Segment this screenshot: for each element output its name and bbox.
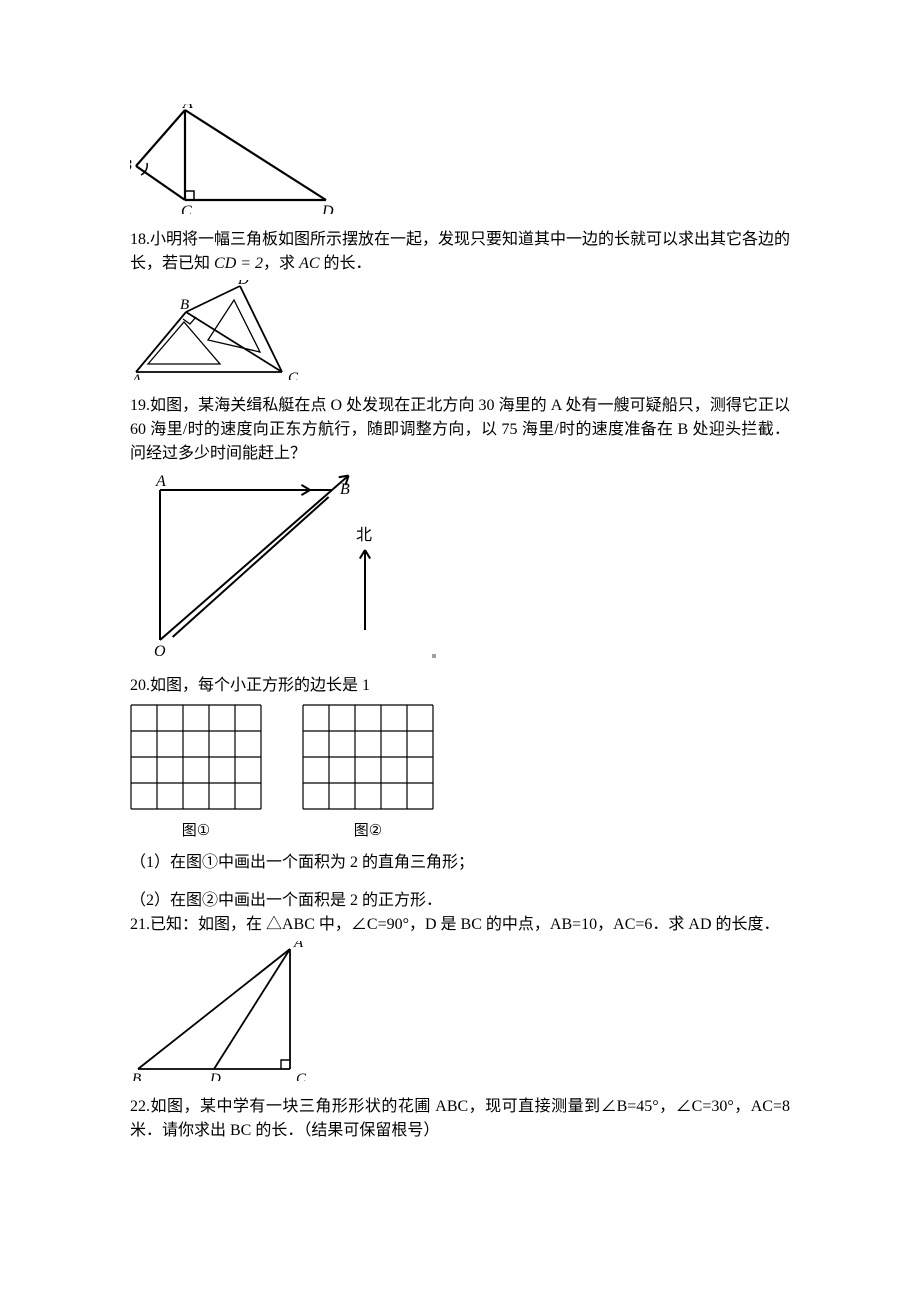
q21-text: 21.已知：如图，在 △ABC 中，∠C=90°，D 是 BC 的中点，AB=1… xyxy=(130,913,790,937)
svg-text:D: D xyxy=(237,280,249,288)
q18-cd: CD = 2 xyxy=(214,255,263,272)
svg-text:O: O xyxy=(154,643,166,660)
svg-text:B: B xyxy=(132,1071,141,1081)
q20-grid2-label: 图② xyxy=(302,820,434,843)
q20-grid-2: 图② xyxy=(302,704,434,843)
svg-text:北: 北 xyxy=(356,526,372,544)
svg-text:B: B xyxy=(130,157,132,174)
circled-2: ② xyxy=(369,820,382,843)
q20-part2: （2）在图②中画出一个面积是 2 的正方形． xyxy=(130,889,790,913)
q18-text-b: ，求 xyxy=(263,255,299,272)
svg-text:A: A xyxy=(131,372,142,380)
q19-figure: 北 O A B xyxy=(130,470,790,668)
q18-ac: AC xyxy=(299,255,319,272)
svg-text:D: D xyxy=(321,203,334,214)
q21-figure: A B C D xyxy=(130,941,790,1089)
q18-text: 18.小明将一幅三角板如图所示摆放在一起，发现只要知道其中一边的长就可以求出其它… xyxy=(130,228,790,276)
q18-number: 18. xyxy=(130,231,150,248)
q20-intro-text: 如图，每个小正方形的边长是 1 xyxy=(150,677,370,694)
q19-number: 19. xyxy=(130,397,150,414)
q20-intro: 20.如图，每个小正方形的边长是 1 xyxy=(130,674,790,698)
q20-grids: 图① 图② xyxy=(130,704,790,843)
q20-part1: （1）在图①中画出一个面积为 2 的直角三角形； xyxy=(130,851,790,875)
stray-dot xyxy=(432,654,436,658)
q17-figure: A B C D xyxy=(130,104,790,222)
q18-figure: A B C D xyxy=(130,280,790,388)
circled-1: ① xyxy=(197,820,210,843)
svg-text:B: B xyxy=(180,297,189,313)
svg-text:A: A xyxy=(293,941,304,951)
svg-text:A: A xyxy=(182,104,193,112)
q22-number: 22. xyxy=(130,1098,150,1115)
q21-number: 21. xyxy=(130,916,150,933)
svg-text:B: B xyxy=(340,481,350,498)
svg-text:C: C xyxy=(288,370,299,380)
q18-text-c: 的长． xyxy=(320,255,372,272)
svg-text:C: C xyxy=(296,1071,307,1081)
q20-grid-1: 图① xyxy=(130,704,262,843)
q21-body: 已知：如图，在 △ABC 中，∠C=90°，D 是 BC 的中点，AB=10，A… xyxy=(150,916,780,933)
q22-body: 如图，某中学有一块三角形形状的花圃 ABC，现可直接测量到∠B=45°，∠C=3… xyxy=(130,1098,790,1139)
q20-label1-pre: 图 xyxy=(182,823,197,839)
svg-text:D: D xyxy=(209,1071,221,1081)
q19-text: 19.如图，某海关缉私艇在点 O 处发现在正北方向 30 海里的 A 处有一艘可… xyxy=(130,394,790,466)
q22-text: 22.如图，某中学有一块三角形形状的花圃 ABC，现可直接测量到∠B=45°，∠… xyxy=(130,1095,790,1143)
q20-grid1-label: 图① xyxy=(130,820,262,843)
svg-text:C: C xyxy=(181,203,192,214)
q20-number: 20. xyxy=(130,677,150,694)
q19-body: 如图，某海关缉私艇在点 O 处发现在正北方向 30 海里的 A 处有一艘可疑船只… xyxy=(130,397,790,462)
svg-text:A: A xyxy=(155,473,166,490)
q20-label2-pre: 图 xyxy=(354,823,369,839)
